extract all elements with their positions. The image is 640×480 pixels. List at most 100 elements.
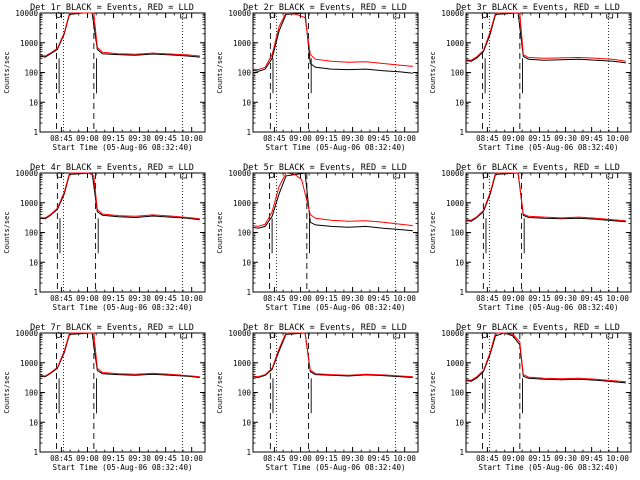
detector-panel-9: Det 9r BLACK = Events, RED = LLD 1 10 100 10…	[426, 320, 639, 480]
x-tick-label: 09:30	[128, 134, 151, 143]
x-tick-label: 09:45	[154, 454, 177, 463]
x-tick-label: 09:30	[128, 454, 151, 463]
detector-panel-5: Det 5r BLACK = Events, RED = LLD 1 10 100 10…	[213, 160, 426, 320]
y-tick-label: 1	[33, 128, 38, 137]
y-tick-label: 10000	[441, 169, 464, 178]
x-tick-label: 10:00	[393, 294, 416, 303]
x-tick-label: 09:30	[554, 134, 577, 143]
detector-panel-8: Det 8r BLACK = Events, RED = LLD 1 10 100 10…	[213, 320, 426, 480]
x-tick-label: 09:45	[154, 294, 177, 303]
y-axis-label: Counts/sec	[3, 51, 11, 93]
panel-svg: Det 9r BLACK = Events, RED = LLD 1 10 100 10…	[429, 323, 632, 472]
circle-marker	[269, 332, 276, 338]
x-tick-label: 09:30	[554, 294, 577, 303]
chart-title: Det 2r BLACK = Events, RED = LLD	[243, 3, 407, 13]
chart-title: Det 4r BLACK = Events, RED = LLD	[30, 163, 194, 173]
series-line-events	[465, 332, 626, 384]
x-tick-label: 10:00	[180, 454, 203, 463]
detector-panel-2: Det 2r BLACK = Events, RED = LLD 1 10 100 10…	[213, 0, 426, 160]
x-tick-label: 09:15	[315, 134, 338, 143]
chart-title: Det 1r BLACK = Events, RED = LLD	[30, 3, 194, 13]
y-tick-label: 1	[459, 288, 464, 297]
plot-frame	[252, 332, 419, 453]
x-axis-label: Start Time (05-Aug-06 08:32:40)	[266, 463, 406, 472]
y-tick-label: 1000	[446, 199, 465, 208]
x-tick-label: 09:45	[580, 134, 603, 143]
y-tick-label: 10000	[228, 9, 251, 18]
bracket-marker	[393, 174, 401, 179]
bracket-marker	[180, 174, 188, 179]
x-tick-label: 09:30	[128, 294, 151, 303]
x-tick-label: 09:00	[76, 134, 99, 143]
series-line-events	[39, 12, 200, 58]
chart-title: Det 7r BLACK = Events, RED = LLD	[30, 323, 194, 333]
x-tick-label: 08:45	[50, 134, 73, 143]
x-tick-label: 09:15	[528, 294, 551, 303]
x-axis-label: Start Time (05-Aug-06 08:32:40)	[479, 463, 619, 472]
x-tick-label: 10:00	[180, 134, 203, 143]
panel-svg: Det 4r BLACK = Events, RED = LLD 1 10 100 10…	[3, 163, 206, 312]
x-axis-label: Start Time (05-Aug-06 08:32:40)	[266, 303, 406, 312]
series-line-events	[465, 172, 626, 223]
series-line-lld	[39, 12, 200, 57]
x-tick-label: 09:30	[341, 454, 364, 463]
x-tick-label: 09:00	[289, 134, 312, 143]
bracket-marker	[393, 334, 401, 339]
y-tick-label: 1000	[233, 199, 252, 208]
y-tick-label: 10	[29, 98, 39, 107]
detector-panel-1: Det 1r BLACK = Events, RED = LLD 1 10 100 10…	[0, 0, 213, 160]
x-tick-label: 09:45	[154, 134, 177, 143]
x-axis-label: Start Time (05-Aug-06 08:32:40)	[53, 463, 193, 472]
circle-marker	[481, 12, 488, 18]
x-tick-label: 08:45	[476, 134, 499, 143]
y-tick-label: 1000	[20, 39, 39, 48]
y-tick-label: 10000	[228, 329, 251, 338]
bracket-marker	[180, 334, 188, 339]
y-axis-label: Counts/sec	[429, 211, 437, 253]
bracket-marker	[606, 334, 614, 339]
y-tick-label: 10000	[15, 9, 38, 18]
x-tick-label: 10:00	[180, 294, 203, 303]
y-tick-label: 100	[24, 229, 38, 238]
series-line-events	[465, 12, 626, 64]
circle-marker	[482, 172, 489, 178]
x-tick-label: 09:15	[528, 134, 551, 143]
y-tick-label: 10000	[441, 329, 464, 338]
y-tick-label: 100	[450, 389, 464, 398]
series-line-lld	[252, 332, 413, 378]
y-tick-label: 10	[29, 258, 39, 267]
y-axis-label: Counts/sec	[216, 51, 224, 93]
chart-title: Det 6r BLACK = Events, RED = LLD	[456, 163, 620, 173]
x-tick-label: 08:45	[263, 134, 286, 143]
y-axis-label: Counts/sec	[3, 371, 11, 413]
y-tick-label: 10	[455, 98, 465, 107]
x-tick-label: 09:45	[580, 454, 603, 463]
y-tick-label: 10000	[15, 329, 38, 338]
y-tick-label: 1	[246, 448, 251, 457]
series-line-lld	[39, 172, 200, 220]
circle-marker	[481, 332, 488, 338]
series-line-events	[252, 332, 413, 379]
panel-svg: Det 6r BLACK = Events, RED = LLD 1 10 100 10…	[429, 163, 632, 312]
x-tick-label: 09:00	[502, 134, 525, 143]
chart-title: Det 5r BLACK = Events, RED = LLD	[243, 163, 407, 173]
chart-title: Det 9r BLACK = Events, RED = LLD	[456, 323, 620, 333]
y-axis-label: Counts/sec	[216, 371, 224, 413]
y-tick-label: 10	[242, 98, 252, 107]
x-tick-label: 08:45	[50, 294, 73, 303]
y-tick-label: 1	[33, 448, 38, 457]
y-tick-label: 1000	[233, 39, 252, 48]
series-line-events	[39, 332, 200, 378]
series-line-events	[39, 172, 200, 221]
y-tick-label: 10000	[228, 169, 251, 178]
series-line-lld	[39, 332, 200, 378]
x-tick-label: 09:00	[76, 454, 99, 463]
y-tick-label: 1	[33, 288, 38, 297]
chart-title: Det 3r BLACK = Events, RED = LLD	[456, 3, 620, 13]
x-tick-label: 09:30	[341, 294, 364, 303]
x-tick-label: 08:45	[476, 454, 499, 463]
y-tick-label: 1000	[446, 359, 465, 368]
x-tick-label: 08:45	[50, 454, 73, 463]
bracket-marker	[180, 14, 188, 19]
